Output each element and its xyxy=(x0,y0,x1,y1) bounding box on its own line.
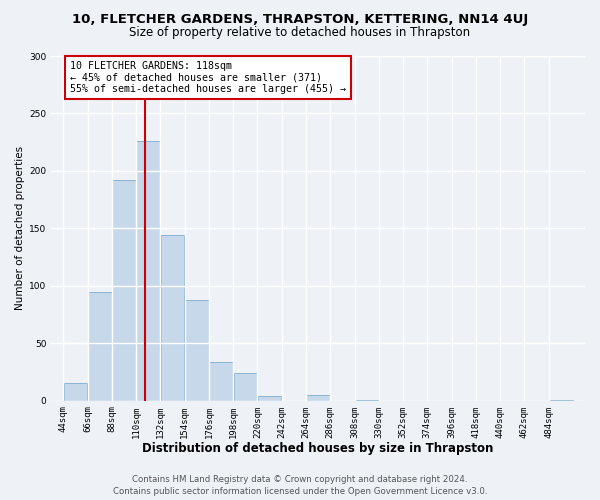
X-axis label: Distribution of detached houses by size in Thrapston: Distribution of detached houses by size … xyxy=(142,442,494,455)
Bar xyxy=(209,362,233,401)
Text: 10 FLETCHER GARDENS: 118sqm
← 45% of detached houses are smaller (371)
55% of se: 10 FLETCHER GARDENS: 118sqm ← 45% of det… xyxy=(70,60,346,94)
Text: Contains HM Land Registry data © Crown copyright and database right 2024.
Contai: Contains HM Land Registry data © Crown c… xyxy=(113,474,487,496)
Bar xyxy=(88,292,112,401)
Bar xyxy=(136,141,160,401)
Bar xyxy=(185,300,209,400)
Y-axis label: Number of detached properties: Number of detached properties xyxy=(15,146,25,310)
Text: Size of property relative to detached houses in Thrapston: Size of property relative to detached ho… xyxy=(130,26,470,39)
Text: 10, FLETCHER GARDENS, THRAPSTON, KETTERING, NN14 4UJ: 10, FLETCHER GARDENS, THRAPSTON, KETTERI… xyxy=(72,12,528,26)
Bar xyxy=(233,373,257,400)
Bar xyxy=(161,236,184,400)
Bar xyxy=(112,180,136,400)
Bar xyxy=(306,395,330,400)
Bar xyxy=(258,396,281,400)
Bar xyxy=(64,384,88,400)
